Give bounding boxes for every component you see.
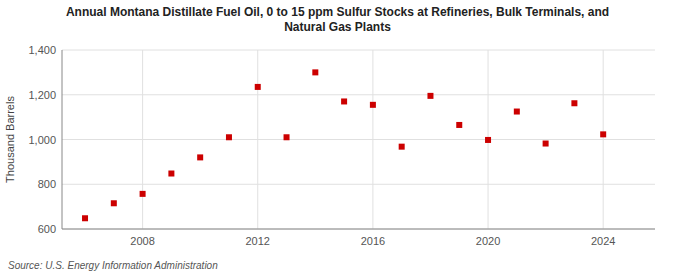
x-grid-line (372, 50, 373, 229)
point (341, 98, 347, 104)
point (226, 134, 232, 140)
title-line: Natural Gas Plants (284, 20, 391, 34)
x-axis-line (62, 229, 655, 230)
x-tick-label: 2008 (130, 235, 154, 247)
point (111, 200, 117, 206)
x-tick-label: 2012 (246, 235, 270, 247)
y-grid-line (62, 139, 655, 140)
y-tick-label: 1,200 (28, 89, 56, 101)
x-tick-label: 2020 (476, 235, 500, 247)
x-grid-line (142, 50, 143, 229)
point (284, 134, 290, 140)
y-tick-label: 1,000 (28, 134, 56, 146)
y-grid-line (62, 50, 655, 51)
x-grid-line (603, 50, 604, 229)
y-axis-label: Thousand Barrels (4, 96, 16, 183)
y-grid-line (62, 184, 655, 185)
source-note: Source: U.S. Energy Information Administ… (8, 260, 218, 271)
y-tick-label: 800 (38, 178, 56, 190)
point (370, 102, 376, 108)
point (543, 141, 549, 147)
grid (62, 50, 655, 229)
y-grid-line (62, 94, 655, 95)
y-axis-line (62, 50, 63, 229)
point (456, 122, 462, 128)
point (485, 137, 491, 143)
point (168, 171, 174, 177)
title-line: Annual Montana Distillate Fuel Oil, 0 to… (66, 5, 609, 19)
points (82, 69, 606, 221)
title: Annual Montana Distillate Fuel Oil, 0 to… (66, 5, 609, 34)
point (571, 100, 577, 106)
point (82, 215, 88, 221)
point (514, 109, 520, 115)
x-tick-label: 2024 (591, 235, 615, 247)
point (399, 144, 405, 150)
x-tick-label: 2016 (361, 235, 385, 247)
point (600, 131, 606, 137)
y-tick-label: 600 (38, 223, 56, 235)
point (140, 191, 146, 197)
chart: Annual Montana Distillate Fuel Oil, 0 to… (0, 0, 675, 275)
y-grid-line (62, 229, 655, 230)
point (312, 69, 318, 75)
x-grid-line (257, 50, 258, 229)
point (255, 84, 261, 90)
point (197, 154, 203, 160)
y-tick-label: 1,400 (28, 44, 56, 56)
point (427, 93, 433, 99)
